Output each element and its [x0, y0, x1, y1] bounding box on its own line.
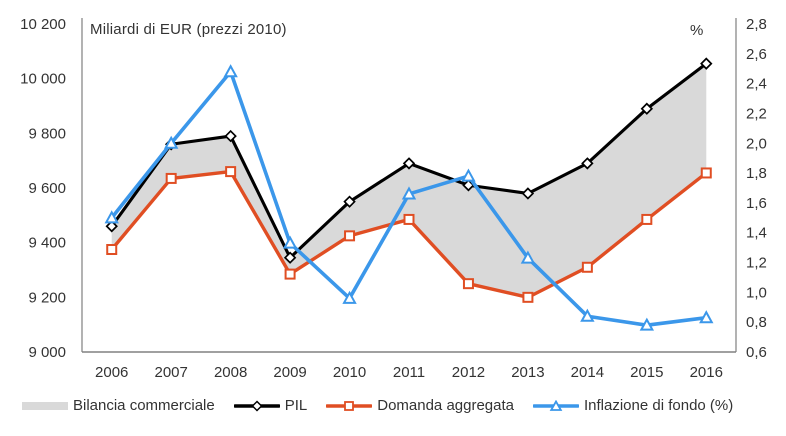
x-axis-category-label: 2013 [511, 364, 544, 381]
series-triangle [104, 64, 714, 331]
inflazione-marker-triangle [520, 250, 536, 264]
domanda-marker-square [522, 291, 534, 303]
series-diamond [105, 57, 713, 264]
bilancia-commerciale-area [111, 63, 707, 298]
square-line-swatch-icon [325, 400, 373, 412]
pil-marker-diamond [402, 157, 416, 170]
domanda-marker-square [462, 278, 474, 290]
y-axis-right-tick-label: 0,6 [746, 344, 767, 361]
domanda-marker-square [284, 268, 296, 280]
y-axis-left-tick-label: 9 600 [28, 180, 66, 197]
legend-label-pil: PIL [284, 397, 308, 414]
x-axis-category-label: 2012 [452, 364, 485, 381]
y-axis-right-tick-label: 0,8 [746, 314, 767, 331]
y-axis-right-tick-label: 1,4 [746, 225, 767, 242]
x-axis-category-label: 2011 [393, 364, 425, 381]
legend-label-domanda: Domanda aggregata [377, 397, 514, 414]
y-axis-right-tick-label: 2,8 [746, 16, 767, 33]
x-axis-category-label: 2014 [571, 364, 604, 381]
y-axis-left-tick-label: 10 000 [20, 71, 66, 88]
inflazione-marker-triangle [401, 186, 417, 200]
inflazione-marker-triangle [282, 235, 298, 249]
diamond-line-swatch-icon [233, 399, 281, 412]
inflazione-marker-triangle [104, 210, 119, 224]
pil-marker-diamond [224, 129, 237, 143]
inflazione-marker-triangle [699, 310, 714, 324]
y-axis-right-tick-label: 1,6 [746, 195, 767, 212]
series-square [106, 166, 712, 303]
pil-marker-diamond [521, 187, 535, 200]
legend: Bilancia commerciale PIL Domanda aggrega… [22, 397, 782, 414]
domanda-marker-square [403, 213, 415, 225]
y-axis-right-tick-label: 1,2 [746, 255, 767, 272]
legend-item-pil: PIL [233, 397, 308, 414]
x-axis-category-label: 2009 [273, 364, 306, 381]
inflazione-marker-triangle [163, 135, 179, 149]
inflazione-marker-triangle [639, 317, 655, 331]
domanda-marker-square [106, 244, 118, 255]
legend-item-inflazione: Inflazione di fondo (%) [532, 397, 734, 414]
x-axis-category-label: 2015 [630, 364, 663, 381]
domanda-marker-square [700, 167, 712, 179]
y-axis-left-tick-label: 9 400 [28, 235, 66, 252]
legend-item-domanda: Domanda aggregata [325, 397, 514, 414]
area-swatch-icon [22, 400, 68, 412]
domanda-marker-square [165, 172, 177, 184]
y-axis-left-tick-label: 9 800 [28, 125, 66, 142]
y-axis-left-tick-label: 9 200 [28, 289, 66, 306]
pil-marker-diamond [343, 195, 356, 208]
x-axis-category-label: 2006 [95, 364, 128, 381]
pil-marker-diamond [105, 220, 118, 233]
pil-marker-diamond [640, 102, 654, 115]
y-axis-right-tick-label: 2,0 [746, 135, 767, 152]
domanda-marker-square [581, 261, 593, 273]
inflazione-marker-triangle [223, 64, 238, 78]
inflazione-marker-triangle [580, 308, 595, 322]
triangle-line-swatch-icon [532, 399, 580, 412]
y-axis-left-tick-label: 10 200 [20, 16, 66, 33]
legend-label-inflazione: Inflazione di fondo (%) [584, 397, 734, 414]
domanda-marker-square [225, 166, 237, 178]
x-axis-category-label: 2008 [214, 364, 247, 381]
y-axis-right-tick-label: 1,8 [746, 165, 767, 182]
chart-title: Miliardi di EUR (prezzi 2010) [90, 21, 287, 38]
y-axis-right-tick-label: 1,0 [746, 284, 767, 301]
legend-label-bilancia: Bilancia commerciale [73, 397, 215, 414]
x-axis-category-label: 2016 [690, 364, 723, 381]
x-axis-category-label: 2007 [154, 364, 187, 381]
legend-item-bilancia: Bilancia commerciale [22, 397, 215, 414]
y-axis-right-tick-label: 2,2 [746, 105, 767, 122]
domanda-marker-square [344, 230, 356, 242]
y-axis-right-tick-label: 2,6 [746, 46, 767, 63]
inflazione-marker-triangle [342, 290, 357, 304]
y-axis-left-tick-label: 9 000 [28, 344, 66, 361]
pil-marker-diamond [700, 57, 713, 70]
right-axis-unit-label: % [690, 22, 704, 39]
x-axis-category-label: 2010 [333, 364, 366, 381]
inflazione-marker-triangle [461, 168, 476, 182]
pil-marker-diamond [283, 251, 297, 264]
domanda-marker-square [641, 213, 653, 225]
y-axis-right-tick-label: 2,4 [746, 76, 767, 93]
pil-marker-diamond [581, 157, 594, 170]
plot-area: 10 200 10 000 9 800 9 600 9 400 9 200 9 000 2,8… [20, 16, 767, 381]
